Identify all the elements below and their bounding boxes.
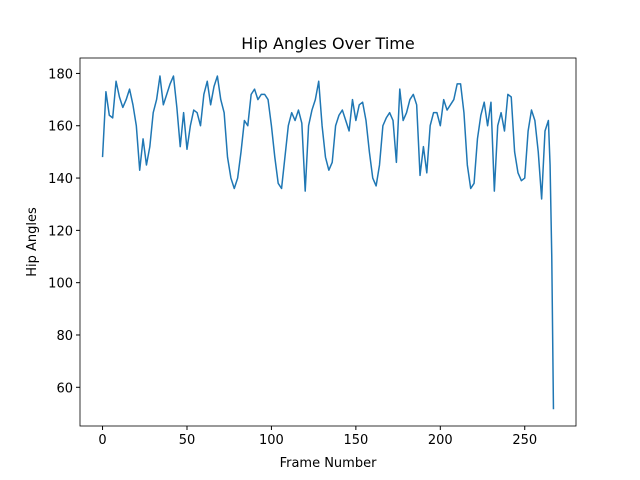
x-tick-label: 0 [98,433,106,448]
x-tick-label: 250 [512,433,537,448]
y-tick-label: 80 [56,329,73,344]
data-line [101,75,555,410]
x-tick-label: 150 [343,433,368,448]
x-tick-label: 200 [428,433,453,448]
y-tick-label: 100 [48,277,73,292]
y-tick-label: 140 [48,172,73,187]
y-axis-label: Hip Angles [25,207,40,277]
y-tick-label: 120 [48,224,73,239]
plot-frame [79,57,577,427]
chart-title: Hip Angles Over Time [241,34,414,53]
x-tick-label: 50 [179,433,196,448]
y-tick-label: 60 [56,381,73,396]
y-tick-label: 180 [48,67,73,82]
x-tick-label: 100 [259,433,284,448]
x-axis-label: Frame Number [280,456,378,471]
y-tick-label: 160 [48,120,73,135]
